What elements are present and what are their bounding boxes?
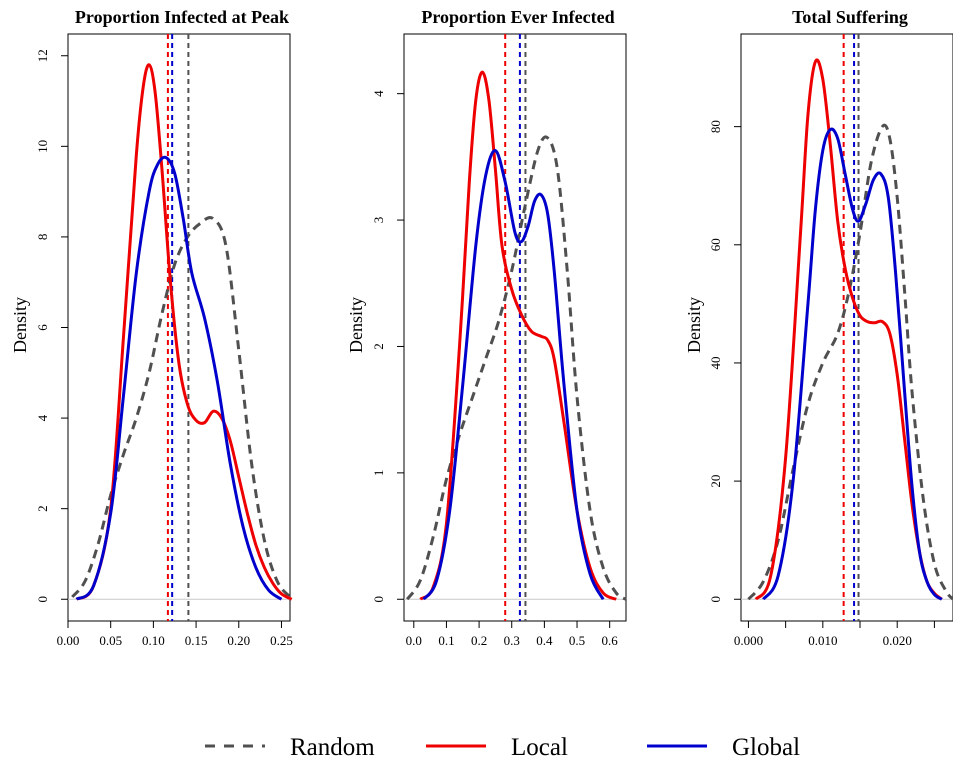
legend-label-local: Local: [511, 734, 568, 761]
y-tick-label: 60: [708, 238, 723, 251]
density-curve-random: [406, 135, 627, 601]
panel-proportion-ever-infected: Proportion Ever Infected Density 0.0 0.1 0…: [346, 7, 627, 648]
y-tick-label: 2: [371, 343, 386, 350]
plot-frame: [67, 33, 291, 622]
x-tick-label: 0.000: [734, 633, 763, 648]
density-curve-local: [754, 58, 943, 601]
y-tick-label: 0: [35, 596, 50, 603]
plot-frame: [403, 33, 627, 622]
y-tick-label: 3: [371, 217, 386, 224]
density-curve-local: [419, 70, 617, 601]
x-tick-label: 0.4: [536, 633, 553, 648]
x-tick-label: 0.00: [57, 633, 80, 648]
x-tick-label: 0.0: [406, 633, 422, 648]
plot-frame: [740, 33, 953, 622]
y-axis-label: Density: [10, 297, 30, 353]
legend-item-random: Random: [205, 734, 375, 761]
y-tick-label: 1: [371, 470, 386, 477]
y-tick-label: 2: [35, 505, 50, 512]
y-tick-label: 80: [708, 120, 723, 133]
x-tick-label: 0.010: [808, 633, 837, 648]
y-tick-label: 6: [35, 324, 50, 331]
legend-label-random: Random: [290, 734, 375, 761]
density-curve-global: [75, 155, 283, 601]
y-tick-label: 40: [708, 356, 723, 369]
panel-title: Total Suffering: [792, 7, 908, 27]
y-tick-label: 4: [371, 90, 386, 97]
y-tick-label: 4: [35, 414, 50, 421]
y-tick-label: 0: [708, 596, 723, 603]
density-curve-global: [762, 127, 943, 601]
legend-item-local: Local: [426, 734, 568, 761]
x-tick-label: 0.25: [270, 633, 293, 648]
y-axis-label: Density: [346, 297, 366, 353]
panel-title: Proportion Ever Infected: [421, 7, 614, 27]
y-tick-label: 10: [35, 140, 50, 153]
y-axis-label: Density: [684, 297, 704, 353]
density-curve-local: [75, 63, 293, 601]
density-curve-global: [422, 149, 605, 601]
x-tick-label: 0.2: [471, 633, 487, 648]
x-tick-label: 0.10: [142, 633, 165, 648]
y-tick-label: 20: [708, 475, 723, 488]
x-tick-label: 0.1: [438, 633, 454, 648]
panel-proportion-infected-at-peak: Proportion Infected at Peak Density 0.00…: [10, 7, 293, 648]
y-tick-label: 0: [371, 596, 386, 603]
y-tick-label: 12: [35, 49, 50, 62]
x-tick-label: 0.15: [185, 633, 208, 648]
panel-total-suffering: Total Suffering Density 0.000 0.010 0.020 0…: [684, 7, 953, 648]
x-tick-label: 0.6: [602, 633, 619, 648]
legend-item-global: Global: [647, 734, 800, 761]
x-tick-label: 0.05: [99, 633, 122, 648]
x-tick-label: 0.3: [504, 633, 520, 648]
legend-label-global: Global: [732, 734, 800, 761]
x-tick-label: 0.020: [883, 633, 912, 648]
legend: Random Local Global: [205, 734, 800, 761]
panel-title: Proportion Infected at Peak: [75, 7, 289, 27]
x-tick-label: 0.20: [227, 633, 250, 648]
y-tick-label: 8: [35, 234, 50, 241]
x-tick-label: 0.5: [569, 633, 585, 648]
